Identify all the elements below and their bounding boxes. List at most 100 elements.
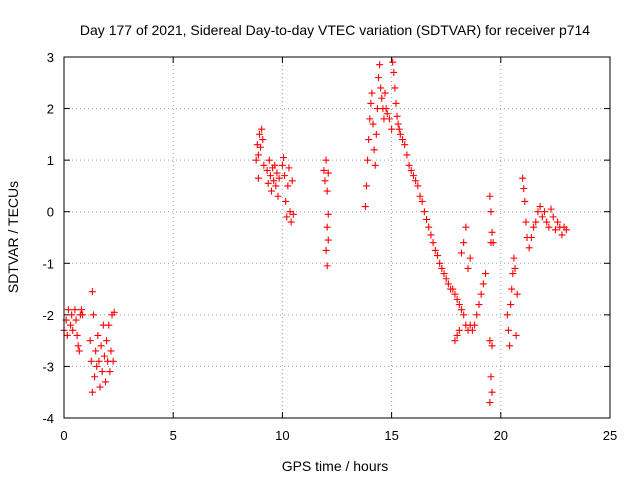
data-point [547,205,555,213]
data-point [77,306,85,314]
data-point [266,172,274,180]
data-point [451,337,459,345]
data-point [96,383,104,391]
data-point [106,368,114,376]
x-tick-label: 20 [494,428,508,443]
data-point [110,308,118,316]
data-point [289,210,297,218]
data-point [254,151,262,159]
data-point [455,301,463,309]
data-point [482,270,490,278]
data-point [274,192,282,200]
data-point [554,218,562,226]
data-point [72,316,80,324]
data-point [525,244,533,252]
y-tick-label: 1 [47,153,54,168]
data-point [486,192,494,200]
data-point [105,321,113,329]
data-point [488,342,496,350]
data-point [254,174,262,182]
data-point [365,136,373,144]
data-point [522,218,530,226]
data-point [508,285,516,293]
data-points [60,58,570,407]
data-point [88,388,96,396]
x-axis-label: GPS time / hours [282,458,389,474]
data-point [457,249,465,257]
data-point [440,270,448,278]
data-point [455,326,463,334]
data-point [278,161,286,169]
data-point [427,231,435,239]
data-point [449,285,457,293]
data-point [512,331,520,339]
data-point [468,326,476,334]
data-point [513,290,521,298]
data-point [107,347,115,355]
data-point [101,378,109,386]
data-point [273,169,281,177]
x-tick-label: 15 [384,428,398,443]
data-point [466,254,474,262]
data-point [534,208,542,216]
data-point [464,264,472,272]
y-tick-label: 2 [47,102,54,117]
data-point [279,154,287,162]
data-point [487,208,495,216]
data-point [460,311,468,319]
data-point [477,290,485,298]
data-point [390,68,398,76]
x-tick-label: 10 [275,428,289,443]
data-point [259,136,267,144]
data-point [322,246,330,254]
data-point [371,161,379,169]
data-point [391,84,399,92]
data-point [94,331,102,339]
data-point [323,187,331,195]
data-point [264,179,272,187]
data-point [321,177,329,185]
data-point [405,161,413,169]
data-point [509,270,517,278]
data-point [109,357,117,365]
grid-lines [64,57,610,418]
data-point [412,177,420,185]
data-point [67,321,75,329]
data-point [369,120,377,128]
data-point [429,239,437,247]
data-point [71,306,79,314]
data-point [538,213,546,221]
data-point [64,306,72,314]
data-point [97,342,105,350]
data-point [324,236,332,244]
data-point [366,115,374,123]
data-point [519,174,527,182]
data-point [473,311,481,319]
data-point [285,164,293,172]
data-point [536,203,544,211]
data-point [374,74,382,82]
data-point [370,146,378,154]
data-point [486,337,494,345]
data-point [462,223,470,231]
data-point [471,321,479,329]
data-point [453,295,461,303]
data-point [425,223,433,231]
data-point [457,306,465,314]
data-point [438,264,446,272]
data-point [409,172,417,180]
data-point [69,326,77,334]
data-point [510,254,518,262]
data-point [68,311,76,319]
data-point [393,112,401,120]
data-point [383,110,391,118]
data-point [503,311,511,319]
data-point [255,130,263,138]
x-tick-label: 0 [60,428,67,443]
data-point [420,208,428,216]
data-point [418,197,426,205]
data-point [543,218,551,226]
data-point [270,177,278,185]
y-tick-label: -3 [42,359,54,374]
data-point [322,156,330,164]
